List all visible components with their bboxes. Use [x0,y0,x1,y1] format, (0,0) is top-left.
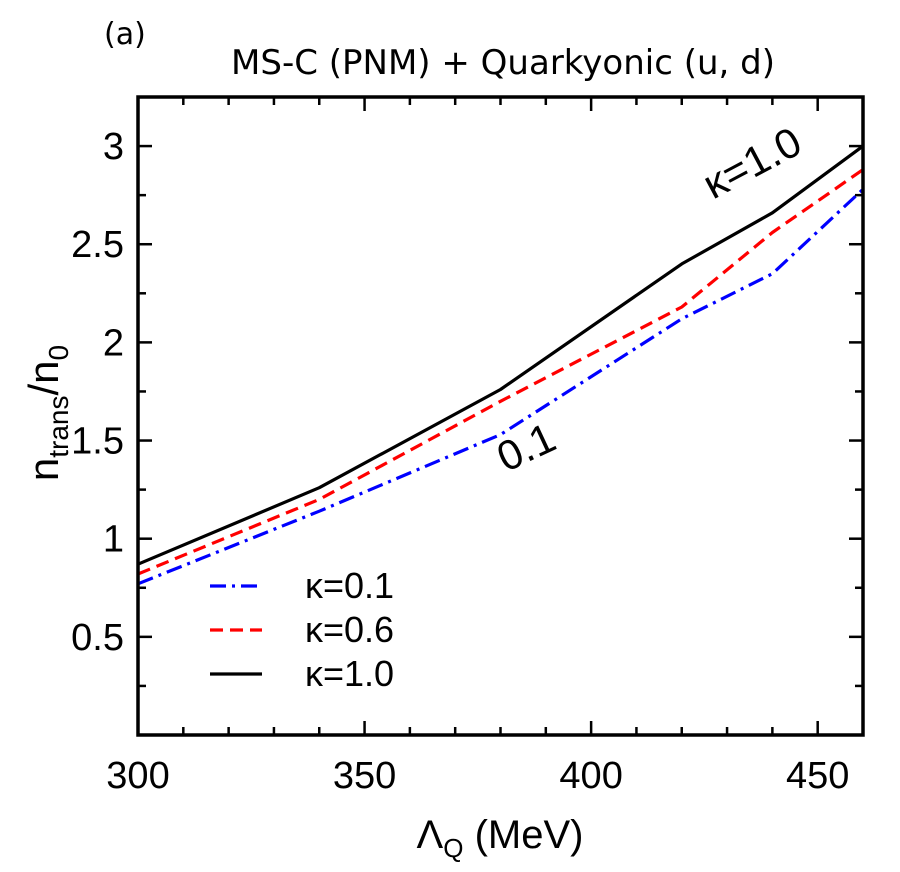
series-line-1 [137,188,865,586]
y-tick-label: 0.5 [71,617,124,659]
legend-label-2: κ=0.6 [305,609,394,650]
axis-ticks [136,95,865,735]
y-tick-label: 2.5 [71,224,124,266]
x-axis-label-subscript: Q [443,833,463,863]
x-tick-label: 450 [786,755,849,797]
y-axis-label-subscript-2: 0 [43,345,74,361]
curve-annotation-2: 0.1 [490,413,563,480]
legend-label-1: κ=0.1 [305,565,394,606]
y-tick-label: 1 [103,519,124,561]
plot-area [137,144,865,586]
x-tick-label: 350 [333,755,396,797]
plot-frame [136,95,865,737]
x-axis-label: ΛQ (MeV) [417,813,584,863]
y-axis-label: ntrans/n0 [20,345,74,481]
x-tick-label: 300 [106,755,169,797]
y-tick-label: 3 [103,126,124,168]
y-tick-label: 1.5 [71,421,124,463]
y-axis-label-main: n [20,458,67,481]
x-axis-label-unit: (MeV) [463,813,583,857]
curve-annotations: κ=1.0 0.1 [490,118,809,481]
series-line-3 [137,144,864,566]
panel-label: (a) [104,17,146,52]
x-axis-label-main: Λ [417,813,444,857]
chart-title: MS-C (PNM) + Quarkyonic (u, d) [231,43,775,83]
y-tick-label: 2 [103,322,124,364]
legend-label-3: κ=1.0 [305,653,394,694]
y-axis-label-mid: /n [20,360,67,395]
y-axis-label-subscript: trans [43,396,74,458]
legend: κ=0.1κ=0.6κ=1.0 [210,565,394,694]
axis-tick-labels: 300 350 400 450 0.5 1 1.5 2 2.5 3 [71,126,849,797]
series-line-2 [137,168,864,576]
curve-annotation-1: κ=1.0 [695,118,809,208]
x-tick-label: 400 [559,755,622,797]
